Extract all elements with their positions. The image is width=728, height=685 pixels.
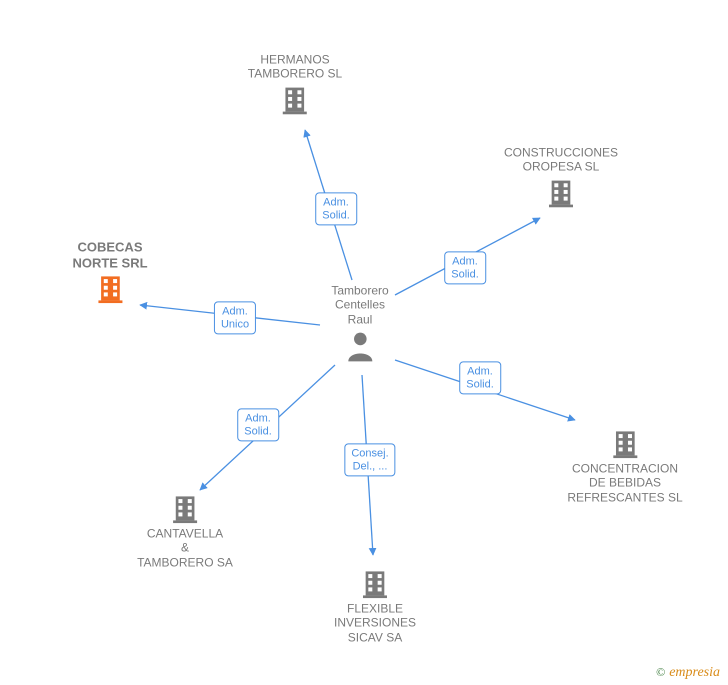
network-diagram: Tamborero Centelles Raul HERMANOS TAMBOR…: [0, 0, 728, 685]
building-icon: [545, 176, 577, 208]
company-node: FLEXIBLE INVERSIONES SICAV SA: [334, 565, 416, 644]
edge-label: Adm. Solid.: [459, 361, 501, 394]
building-icon: [609, 427, 641, 459]
company-node: HERMANOS TAMBORERO SL: [248, 53, 342, 118]
node-label: HERMANOS TAMBORERO SL: [248, 53, 342, 82]
node-icon-wrap: [334, 567, 416, 599]
edge-label: Adm. Solid.: [237, 408, 279, 441]
edge-label: Adm. Unico: [214, 301, 256, 334]
node-label: FLEXIBLE INVERSIONES SICAV SA: [334, 601, 416, 644]
node-icon-wrap: [72, 273, 147, 305]
building-icon: [94, 273, 126, 305]
center-node: Tamborero Centelles Raul: [331, 283, 388, 366]
node-label: CONSTRUCCIONES OROPESA SL: [504, 146, 618, 175]
watermark: © empresia: [656, 665, 720, 681]
node-icon-wrap: [137, 492, 233, 524]
company-node: CONSTRUCCIONES OROPESA SL: [504, 146, 618, 211]
node-label: CONCENTRACION DE BEBIDAS REFRESCANTES SL: [567, 461, 682, 504]
edge-label: Adm. Solid.: [315, 192, 357, 225]
edge-label: Consej. Del., ...: [344, 443, 395, 476]
copyright-symbol: ©: [656, 665, 665, 679]
watermark-text: empresia: [669, 665, 720, 680]
node-label: CANTAVELLA & TAMBORERO SA: [137, 526, 233, 569]
company-node: CONCENTRACION DE BEBIDAS REFRESCANTES SL: [567, 425, 682, 504]
node-icon-wrap: [567, 427, 682, 459]
node-icon-wrap: [504, 176, 618, 208]
building-icon: [279, 83, 311, 115]
node-icon-wrap: [248, 83, 342, 115]
company-node: COBECAS NORTE SRL: [72, 239, 147, 306]
building-icon: [359, 567, 391, 599]
node-label: Tamborero Centelles Raul: [331, 283, 388, 326]
edge-label: Adm. Solid.: [444, 251, 486, 284]
node-icon-wrap: [331, 329, 388, 365]
company-node: CANTAVELLA & TAMBORERO SA: [137, 490, 233, 569]
person-icon: [342, 329, 378, 365]
node-label: COBECAS NORTE SRL: [72, 239, 147, 270]
building-icon: [169, 492, 201, 524]
